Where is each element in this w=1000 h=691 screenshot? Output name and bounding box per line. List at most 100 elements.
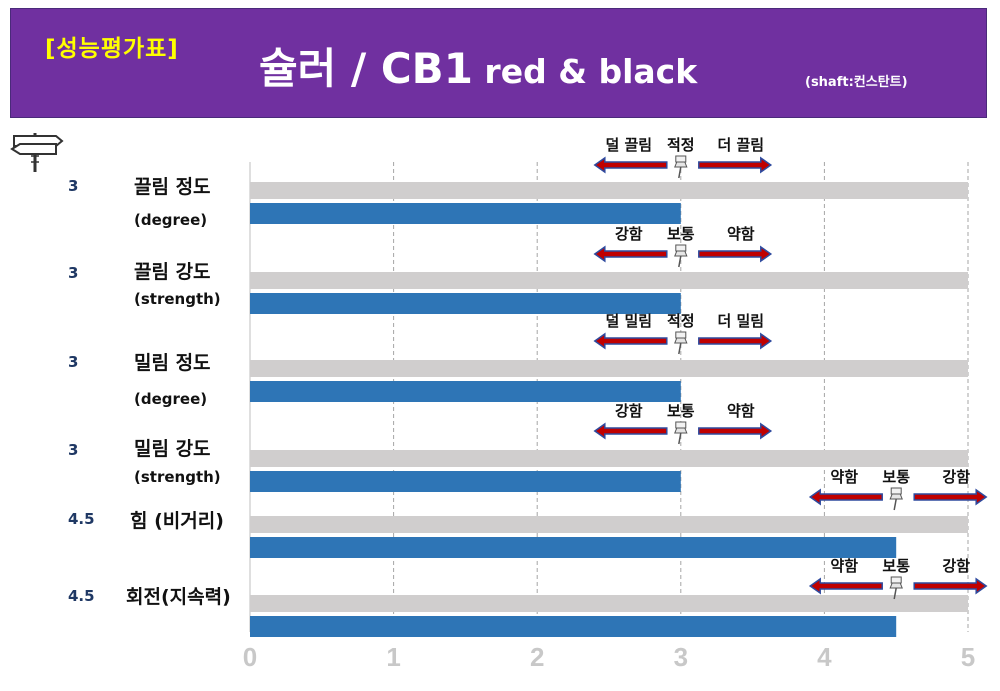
- bar-track: [250, 360, 968, 377]
- scale-label-mid: 보통: [667, 402, 695, 420]
- pushpin-head: [675, 421, 687, 429]
- pushpin-needle: [678, 166, 682, 179]
- chart-row: 4.5 힘 (비거리) 약함 보통 강함: [68, 468, 988, 558]
- pushpin-body: [889, 582, 903, 589]
- header-tag: [성능평가표]: [45, 36, 179, 62]
- title-sub: red & black: [472, 52, 698, 91]
- header-banner: [성능평가표] 슐러 / CB1 red & black (shaft:컨스탄트…: [10, 8, 987, 118]
- scale-label-mid: 보통: [882, 468, 910, 486]
- right-arrow: [698, 422, 773, 440]
- x-tick-label: 1: [386, 642, 400, 672]
- row-label: 끌림 정도: [134, 176, 211, 198]
- pushpin-needle: [678, 255, 682, 268]
- row-sublabel: (degree): [134, 211, 207, 229]
- value-bar: [250, 203, 681, 224]
- pushpin-head: [890, 487, 902, 495]
- page-title: 슐러 / CB1 red & black: [259, 35, 697, 96]
- x-tick-label: 5: [961, 642, 975, 672]
- row-sublabel: (strength): [134, 468, 221, 486]
- pushpin-head: [675, 244, 687, 252]
- scale-label-left: 강함: [615, 402, 643, 420]
- x-tick-label: 2: [530, 642, 544, 672]
- value-bar: [250, 616, 897, 637]
- left-arrow: [808, 577, 883, 595]
- scale-label-left: 약함: [830, 557, 858, 575]
- pushpin-head: [675, 331, 687, 339]
- pushpin-needle: [678, 432, 682, 445]
- right-arrow: [698, 156, 773, 174]
- bar-track: [250, 595, 968, 612]
- row-sublabel: (strength): [134, 290, 221, 308]
- pushpin-body: [674, 161, 688, 168]
- pushpin-body: [889, 493, 903, 500]
- left-arrow: [593, 422, 668, 440]
- pushpin-body: [674, 427, 688, 434]
- x-tick-label: 4: [817, 642, 832, 672]
- value-label: 3: [68, 441, 78, 459]
- pushpin-icon: [674, 331, 688, 355]
- value-label: 4.5: [68, 510, 95, 528]
- value-label: 3: [68, 177, 78, 195]
- x-tick-label: 0: [243, 642, 257, 672]
- scale-label-mid: 보통: [667, 225, 695, 243]
- bar-track: [250, 182, 968, 199]
- bar-track: [250, 450, 968, 467]
- left-arrow: [593, 156, 668, 174]
- left-arrow: [593, 245, 668, 263]
- right-arrow: [698, 332, 773, 350]
- pushpin-needle: [678, 342, 682, 355]
- scale-label-right: 더 끌림: [717, 136, 764, 154]
- left-arrow: [808, 488, 883, 506]
- value-bar: [250, 293, 681, 314]
- shaft-note: (shaft:컨스탄트): [805, 75, 908, 90]
- scale-label-right: 약함: [727, 225, 755, 243]
- pushpin-icon: [889, 576, 903, 600]
- right-arrow: [913, 488, 988, 506]
- chart-row: 4.5 회전(지속력) 약함 보통 강함: [68, 557, 988, 637]
- scale-label-left: 강함: [615, 225, 643, 243]
- chart-row: 3 끌림 강도 (strength) 강함 보통 약함: [68, 225, 968, 314]
- scale-label-mid: 적정: [667, 312, 695, 330]
- scale-label-left: 덜 밀림: [605, 312, 652, 330]
- pushpin-body: [674, 250, 688, 257]
- scale-label-left: 약함: [830, 468, 858, 486]
- row-label: 밀림 정도: [134, 352, 211, 374]
- pushpin-needle: [893, 498, 897, 511]
- pushpin-icon: [674, 421, 688, 445]
- scale-label-mid: 보통: [882, 557, 910, 575]
- left-arrow: [593, 332, 668, 350]
- pushpin-icon: [674, 155, 688, 179]
- right-arrow: [698, 245, 773, 263]
- pushpin-icon: [674, 244, 688, 268]
- chart-row: 3 끌림 정도 (degree) 덜 끌림 적정 더 끌림: [68, 136, 968, 229]
- pushpin-icon: [889, 487, 903, 511]
- row-label: 힘 (비거리): [130, 510, 224, 532]
- value-label: 4.5: [68, 587, 95, 605]
- bar-track: [250, 272, 968, 289]
- bar-track: [250, 516, 968, 533]
- value-label: 3: [68, 353, 78, 371]
- row-label: 끌림 강도: [134, 261, 211, 283]
- value-bar: [250, 471, 681, 492]
- scale-label-right: 약함: [727, 402, 755, 420]
- scale-label-right: 더 밀림: [717, 312, 764, 330]
- row-sublabel: (degree): [134, 390, 207, 408]
- scale-label-right: 강함: [942, 468, 970, 486]
- x-tick-label: 3: [674, 642, 688, 672]
- pushpin-head: [675, 155, 687, 163]
- value-bar: [250, 381, 681, 402]
- scale-label-left: 덜 끌림: [605, 136, 652, 154]
- pushpin-needle: [893, 587, 897, 600]
- pushpin-head: [890, 576, 902, 584]
- pushpin-body: [674, 337, 688, 344]
- signpost-icon: [10, 133, 64, 172]
- chart-row: 3 밀림 강도(strength)강함 보통 약함: [68, 402, 968, 492]
- right-arrow: [913, 577, 988, 595]
- scale-label-mid: 적정: [667, 136, 695, 154]
- value-bar: [250, 537, 897, 558]
- chart-row: 3 밀림 정도 (degree) 덜 밀림 적정 더 밀림: [68, 312, 968, 408]
- row-label: 회전(지속력): [126, 586, 231, 608]
- title-main: 슐러 / CB1: [259, 44, 473, 93]
- value-label: 3: [68, 264, 78, 282]
